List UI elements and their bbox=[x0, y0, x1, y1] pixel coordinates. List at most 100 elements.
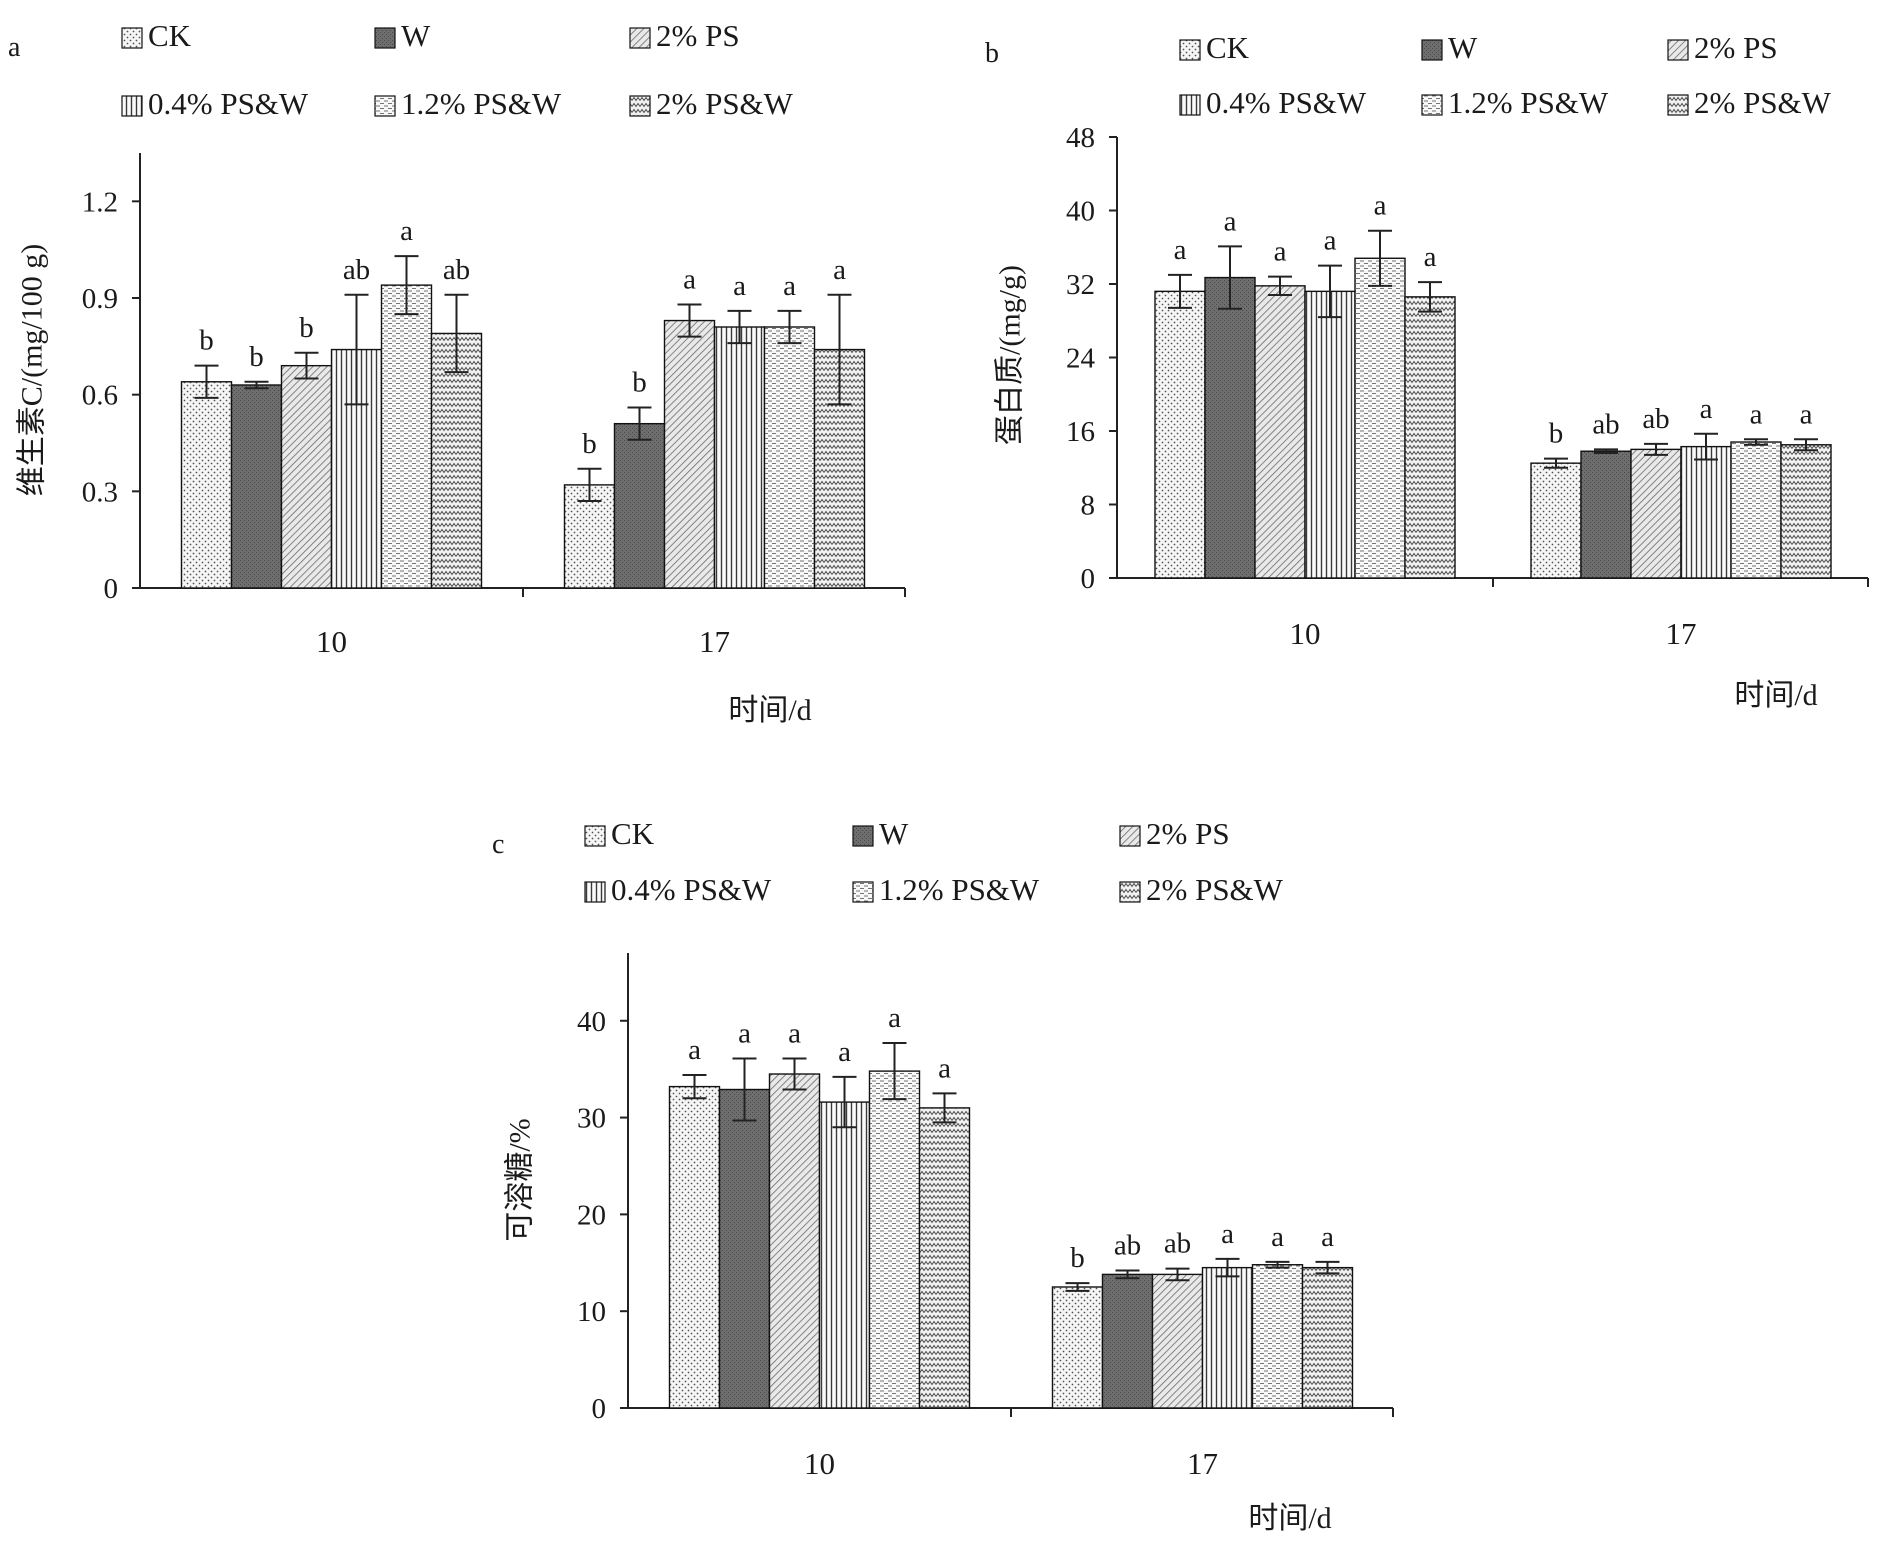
panel-b-legend-label-1: W bbox=[1448, 30, 1478, 65]
panel-a-legend-label-0: CK bbox=[148, 18, 192, 53]
panel-c-y-tick-label-0: 0 bbox=[592, 1393, 607, 1425]
panel-b-y-axis-title: 蛋白质/(mg/g) bbox=[994, 265, 1027, 445]
panel-a-legend-swatch-0 bbox=[121, 27, 143, 49]
panel-c-category-label-0: 10 bbox=[804, 1446, 835, 1481]
panel-c-legend-label-1: W bbox=[879, 816, 909, 851]
panel-a-category-label-1: 17 bbox=[699, 624, 730, 659]
panel-b-sig-letter-1-2: ab bbox=[1642, 403, 1669, 435]
panel-a-bar-0-4 bbox=[380, 284, 433, 589]
panel-a-legend-label-4: 1.2% PS&W bbox=[401, 86, 562, 121]
panel-b-sig-letter-0-4: a bbox=[1374, 190, 1387, 222]
panel-c-sig-letter-1-4: a bbox=[1271, 1221, 1284, 1253]
panel-b-legend-label-2: 2% PS bbox=[1694, 30, 1778, 65]
panel-c-legend-swatch-1 bbox=[852, 825, 874, 847]
panel-c-sig-letter-1-1: ab bbox=[1114, 1230, 1141, 1262]
panel-a-y-tick-label-1: 0.3 bbox=[82, 476, 118, 508]
panel-b-legend-swatch-3 bbox=[1179, 94, 1201, 116]
panel-b-sig-letter-0-5: a bbox=[1424, 241, 1437, 273]
panel-a-bar-1-0 bbox=[563, 484, 616, 589]
panel-c-legend-label-4: 1.2% PS&W bbox=[879, 872, 1040, 907]
panel-c-bar-1-1 bbox=[1101, 1273, 1154, 1409]
panel-b-bar-0-2 bbox=[1254, 285, 1306, 579]
panel-a-bar-1-2 bbox=[663, 319, 716, 589]
panel-a-y-tick-label-3: 0.9 bbox=[82, 283, 118, 315]
panel-a-legend-swatch-2 bbox=[629, 27, 651, 49]
panel-b-y-tick-label-5: 40 bbox=[1066, 196, 1095, 228]
panel-c-legend-label-5: 2% PS&W bbox=[1146, 872, 1284, 907]
panel-c-legend-swatch-0 bbox=[584, 825, 606, 847]
panel-a-bar-1-1 bbox=[613, 422, 666, 589]
panel-c-legend-label-3: 0.4% PS&W bbox=[611, 872, 772, 907]
panel-b-sig-letter-0-0: a bbox=[1174, 234, 1187, 266]
panel-a-legend-label-5: 2% PS&W bbox=[656, 86, 794, 121]
panel-a-legend-label-3: 0.4% PS&W bbox=[148, 86, 309, 121]
panel-b-y-tick-label-4: 32 bbox=[1066, 269, 1095, 301]
panel-b-legend-label-3: 0.4% PS&W bbox=[1206, 85, 1367, 120]
panel-c-sig-letter-0-3: a bbox=[838, 1036, 851, 1068]
panel-b-bar-0-4 bbox=[1354, 257, 1406, 579]
panel-a-tag: a bbox=[8, 32, 21, 63]
panel-a-bar-0-0 bbox=[180, 381, 233, 589]
panel-c-legend-label-2: 2% PS bbox=[1146, 816, 1230, 851]
panel-b-x-axis-title: 时间/d bbox=[1734, 679, 1817, 712]
panel-c-sig-letter-0-1: a bbox=[738, 1018, 751, 1050]
panel-b-y-tick-label-3: 24 bbox=[1066, 343, 1096, 375]
panel-c-legend-swatch-3 bbox=[584, 881, 606, 903]
panel-b-y-tick-label-1: 8 bbox=[1081, 490, 1096, 522]
panel-c-sig-letter-1-5: a bbox=[1321, 1221, 1334, 1253]
panel-b-category-label-0: 10 bbox=[1290, 616, 1321, 651]
panel-a-sig-letter-0-1: b bbox=[249, 341, 264, 373]
panel-a: a CK W 2% PS 0.4% PS&W 1.2% PS&W 2% PS&W 0 0.3 0.… bbox=[8, 18, 906, 727]
panel-b-sig-letter-1-3: a bbox=[1700, 393, 1713, 425]
panel-c-bar-0-4 bbox=[868, 1070, 921, 1409]
panel-a-legend-swatch-4 bbox=[374, 95, 396, 117]
panel-b-legend-swatch-0 bbox=[1179, 39, 1201, 61]
panel-b-legend-swatch-1 bbox=[1421, 39, 1443, 61]
panel-a-sig-letter-0-5: ab bbox=[443, 254, 470, 286]
panel-c-sig-letter-0-0: a bbox=[688, 1034, 701, 1066]
panel-b-sig-letter-1-5: a bbox=[1800, 398, 1813, 430]
panel-b-category-label-1: 17 bbox=[1666, 616, 1697, 651]
panel-a-legend-label-2: 2% PS bbox=[656, 18, 740, 53]
panel-a-sig-letter-1-3: a bbox=[733, 270, 746, 302]
panel-b-bar-1-1 bbox=[1580, 450, 1632, 579]
panel-c-sig-letter-1-3: a bbox=[1221, 1218, 1234, 1250]
panel-b-legend-swatch-5 bbox=[1667, 94, 1689, 116]
panel-c-sig-letter-1-2: ab bbox=[1164, 1228, 1191, 1260]
panel-a-sig-letter-1-0: b bbox=[582, 428, 597, 460]
panel-c-sig-letter-0-4: a bbox=[888, 1002, 901, 1034]
panel-b-sig-letter-1-0: b bbox=[1549, 418, 1564, 450]
panel-b-bar-0-5 bbox=[1404, 296, 1456, 579]
panel-c-bar-0-2 bbox=[768, 1073, 821, 1409]
panel-b-y-tick-label-6: 48 bbox=[1066, 122, 1095, 154]
panel-a-bar-0-1 bbox=[230, 384, 283, 589]
panel-a-sig-letter-0-0: b bbox=[199, 325, 214, 357]
panel-a-sig-letter-1-5: a bbox=[833, 254, 846, 286]
panel-a-x-axis-title: 时间/d bbox=[728, 694, 811, 727]
panel-c-legend-swatch-2 bbox=[1119, 825, 1141, 847]
panel-a-sig-letter-1-2: a bbox=[683, 263, 696, 295]
panel-b-bar-1-4 bbox=[1730, 441, 1782, 579]
panel-c-y-tick-label-2: 20 bbox=[577, 1199, 606, 1231]
panel-a-bar-1-4 bbox=[763, 326, 816, 589]
panel-a-sig-letter-0-4: a bbox=[400, 215, 413, 247]
panel-a-y-tick-label-0: 0 bbox=[104, 573, 119, 605]
panel-c-bar-1-3 bbox=[1201, 1266, 1254, 1409]
panel-b-bar-1-5 bbox=[1780, 444, 1832, 579]
panel-b-bar-1-3 bbox=[1680, 445, 1732, 579]
panel-c-sig-letter-1-0: b bbox=[1070, 1242, 1085, 1274]
panel-b-legend-swatch-4 bbox=[1421, 94, 1443, 116]
panel-b-y-tick-label-2: 16 bbox=[1066, 416, 1095, 448]
panel-c-sig-letter-0-5: a bbox=[938, 1052, 951, 1084]
panel-b-sig-letter-1-4: a bbox=[1750, 398, 1763, 430]
panel-a-sig-letter-0-3: ab bbox=[343, 254, 370, 286]
panel-b-tag: b bbox=[985, 38, 999, 69]
panel-c-tag: c bbox=[492, 829, 504, 860]
panel-c-y-tick-label-4: 40 bbox=[577, 1006, 606, 1038]
panel-c-bar-1-2 bbox=[1151, 1273, 1204, 1409]
panel-c-bar-0-0 bbox=[668, 1085, 721, 1409]
panel-c-bar-0-5 bbox=[918, 1107, 971, 1409]
panel-b-sig-letter-0-3: a bbox=[1324, 225, 1337, 257]
panel-b-sig-letter-1-1: ab bbox=[1592, 408, 1619, 440]
